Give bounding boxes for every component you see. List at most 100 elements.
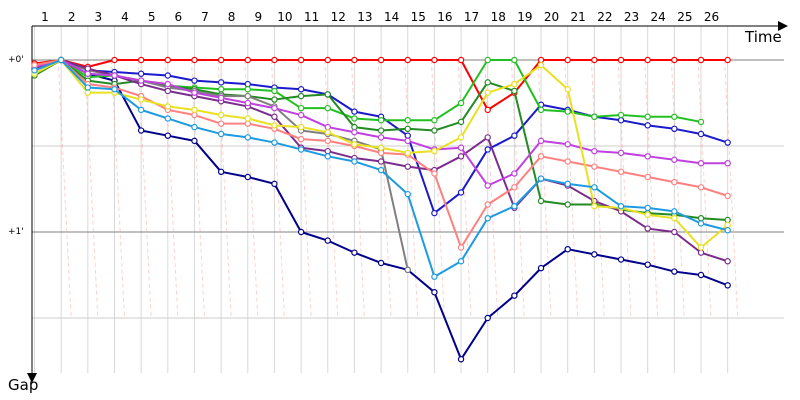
x-tick-label: 13 [357,10,372,24]
data-point [404,149,411,157]
data-point [564,180,571,188]
data-point [671,156,678,163]
data-point [404,190,411,198]
data-point [697,215,705,222]
data-point [564,158,571,165]
data-point [191,77,198,84]
data-point [191,111,198,119]
x-tick-label: 2 [68,10,76,24]
data-point [431,289,438,296]
data-point [191,89,198,96]
data-point [511,87,518,95]
data-point [297,123,305,131]
x-tick-label: 23 [624,10,639,24]
x-tick-label: 8 [228,10,236,24]
x-tick-label: 4 [121,10,129,24]
data-point [724,216,731,224]
data-point [484,56,491,64]
data-point [484,106,491,114]
x-tick-label: 15 [411,10,426,24]
data-point [351,249,358,256]
data-point [244,173,251,181]
data-point [537,175,545,182]
data-point [137,96,145,103]
dashed-guide [510,59,525,319]
data-point [324,104,331,112]
data-point [644,225,651,232]
data-point [564,245,571,253]
dashed-guide [324,59,339,319]
data-point [164,103,171,110]
data-point [404,163,411,170]
data-point [697,249,705,256]
x-tick-label: 20 [544,10,559,24]
data-point [244,80,251,88]
dashed-guide [297,59,312,319]
data-point [511,132,518,139]
data-point [644,113,651,120]
data-point [324,153,331,160]
data-point [537,61,545,69]
data-point [724,192,731,200]
data-point [351,56,358,64]
data-point [164,80,171,88]
data-point [297,56,305,64]
data-point [697,118,705,126]
data-point [431,273,438,280]
data-point [697,184,705,191]
x-axis-arrow [778,21,788,31]
x-tick-label: 3 [94,10,102,24]
y-axis-arrow [27,373,37,383]
x-tick-label: 25 [677,10,692,24]
data-point [217,130,225,138]
data-point [191,106,198,114]
data-point [404,125,411,133]
data-point [351,108,358,115]
x-tick-label: 11 [304,10,319,24]
data-point [671,56,678,64]
data-point [484,201,491,208]
data-point [164,87,171,95]
data-point [484,146,491,153]
data-point [671,178,678,186]
data-point [724,221,731,229]
data-point [164,56,171,64]
data-point [617,56,625,64]
dashed-guide [644,59,659,319]
x-tick-label: 21 [571,10,586,24]
data-point [564,56,571,64]
data-point [564,141,571,148]
data-point [351,129,358,136]
dashed-guide [137,59,152,319]
data-point [57,56,65,64]
data-point [217,86,225,93]
data-point [137,56,145,64]
data-point [297,104,305,112]
data-point [484,314,491,322]
data-point [591,184,598,191]
data-point [271,87,278,95]
data-point [671,208,678,215]
data-point [644,204,651,212]
data-point [377,166,385,174]
data-point [271,122,278,129]
data-point [137,106,145,114]
data-point [697,56,705,64]
data-point [671,215,678,222]
data-point [324,147,331,155]
data-point [617,168,625,175]
data-point [404,132,411,139]
data-point [271,104,278,112]
data-point [697,244,705,251]
series-line [34,59,702,123]
data-point [457,244,465,251]
data-point [324,129,331,136]
data-point [484,215,491,222]
data-point [271,56,278,64]
y-tick-label: +1' [8,227,24,237]
data-point [404,116,411,124]
data-point [377,259,385,267]
data-point [511,292,518,299]
data-point [511,202,518,210]
x-tick-label: 17 [464,10,479,24]
